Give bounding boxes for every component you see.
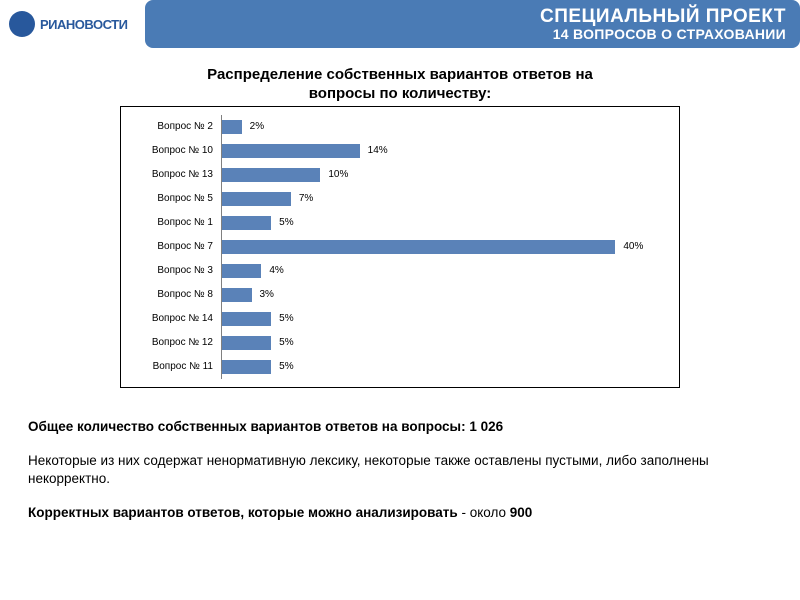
- bar-label: Вопрос № 13: [121, 169, 221, 180]
- bar-area: 10%: [221, 163, 669, 187]
- bar-value: 7%: [291, 193, 313, 204]
- header: РИАНОВОСТИ СПЕЦИАЛЬНЫЙ ПРОЕКТ 14 ВОПРОСО…: [0, 0, 800, 48]
- paragraph-total: Общее количество собственных вариантов о…: [28, 418, 772, 436]
- bar-area: 14%: [221, 139, 669, 163]
- bar: [222, 120, 242, 134]
- bar: [222, 264, 261, 278]
- paragraph-note: Некоторые из них содержат ненормативную …: [28, 452, 772, 488]
- chart-box: Вопрос № 2 2% Вопрос № 10 14% Вопрос № 13 10%…: [120, 106, 680, 388]
- logo-text: РИАНОВОСТИ: [40, 17, 127, 32]
- bar: [222, 360, 271, 374]
- bar-area: 5%: [221, 211, 669, 235]
- bar-row: Вопрос № 1 5%: [121, 211, 669, 235]
- bar-label: Вопрос № 1: [121, 217, 221, 228]
- total-count-text: Общее количество собственных вариантов о…: [28, 419, 503, 434]
- bar-area: 3%: [221, 283, 669, 307]
- bar-value: 14%: [360, 145, 388, 156]
- bar-row: Вопрос № 8 3%: [121, 283, 669, 307]
- bar-label: Вопрос № 5: [121, 193, 221, 204]
- bar: [222, 168, 320, 182]
- bar-row: Вопрос № 13 10%: [121, 163, 669, 187]
- body-text: Общее количество собственных вариантов о…: [28, 418, 772, 523]
- bar-area: 40%: [221, 235, 669, 259]
- bar-value: 5%: [271, 361, 293, 372]
- bar-row: Вопрос № 12 5%: [121, 331, 669, 355]
- bar-row: Вопрос № 10 14%: [121, 139, 669, 163]
- banner-title: СПЕЦИАЛЬНЫЙ ПРОЕКТ: [540, 7, 786, 27]
- bar: [222, 336, 271, 350]
- bar-area: 5%: [221, 331, 669, 355]
- bar-label: Вопрос № 10: [121, 145, 221, 156]
- correct-text-sep: - около: [458, 505, 510, 520]
- chart-title: Распределение собственных вариантов отве…: [60, 66, 740, 104]
- bar-value: 4%: [261, 265, 283, 276]
- bar-row: Вопрос № 3 4%: [121, 259, 669, 283]
- bar-label: Вопрос № 8: [121, 289, 221, 300]
- bar-row: Вопрос № 2 2%: [121, 115, 669, 139]
- paragraph-correct: Корректных вариантов ответов, которые мо…: [28, 504, 772, 522]
- bar-value: 5%: [271, 217, 293, 228]
- bar-row: Вопрос № 11 5%: [121, 355, 669, 379]
- banner-subtitle: 14 ВОПРОСОВ О СТРАХОВАНИИ: [553, 27, 786, 42]
- bar: [222, 192, 291, 206]
- bar-label: Вопрос № 14: [121, 313, 221, 324]
- bar-value: 3%: [252, 289, 274, 300]
- bar-value: 10%: [320, 169, 348, 180]
- bar: [222, 288, 252, 302]
- bar-label: Вопрос № 3: [121, 265, 221, 276]
- bar-label: Вопрос № 2: [121, 121, 221, 132]
- chart-title-line1: Распределение собственных вариантов отве…: [207, 66, 593, 83]
- bar-area: 5%: [221, 355, 669, 379]
- correct-text-a: Корректных вариантов ответов, которые мо…: [28, 505, 458, 520]
- bar-label: Вопрос № 12: [121, 337, 221, 348]
- bar: [222, 312, 271, 326]
- bar-area: 2%: [221, 115, 669, 139]
- bar-label: Вопрос № 11: [121, 361, 221, 372]
- bar-area: 5%: [221, 307, 669, 331]
- bar-row: Вопрос № 5 7%: [121, 187, 669, 211]
- bar-value: 5%: [271, 313, 293, 324]
- bar-row: Вопрос № 7 40%: [121, 235, 669, 259]
- bar-area: 7%: [221, 187, 669, 211]
- bar: [222, 216, 271, 230]
- bar-label: Вопрос № 7: [121, 241, 221, 252]
- chart-title-line2: вопросы по количеству:: [309, 85, 491, 102]
- logo-icon: [8, 10, 36, 38]
- bar-row: Вопрос № 14 5%: [121, 307, 669, 331]
- logo-area: РИАНОВОСТИ: [0, 0, 145, 48]
- bar-area: 4%: [221, 259, 669, 283]
- bar-value: 5%: [271, 337, 293, 348]
- correct-text-b: 900: [510, 505, 533, 520]
- banner: СПЕЦИАЛЬНЫЙ ПРОЕКТ 14 ВОПРОСОВ О СТРАХОВ…: [145, 0, 800, 48]
- bar: [222, 240, 615, 254]
- bar-value: 40%: [615, 241, 643, 252]
- bar-value: 2%: [242, 121, 264, 132]
- bar: [222, 144, 360, 158]
